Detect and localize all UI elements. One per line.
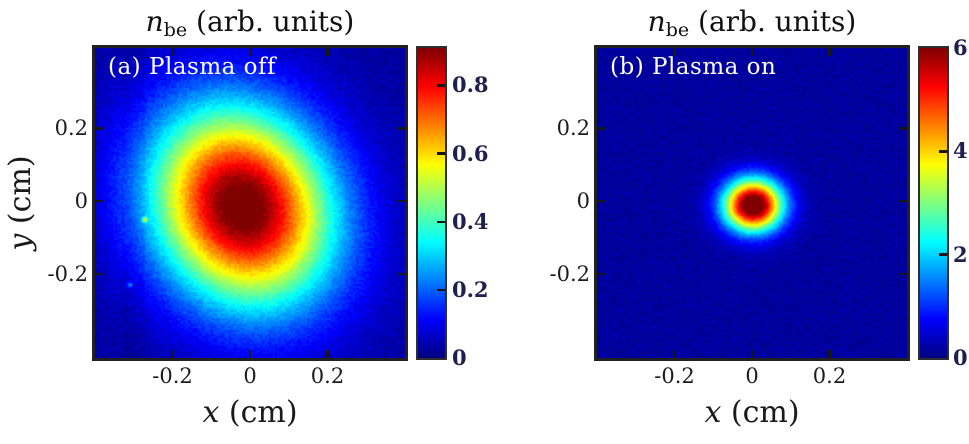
y-tick-mark [597,272,605,276]
panel-a-colorbar [416,46,447,360]
colorbar-tick-label: 0 [452,345,467,370]
colorbar-tick-mark [939,150,947,153]
x-tick-mark [248,350,252,358]
x-tick-mark [171,48,174,56]
panel-a-heatmap-canvas [95,48,405,358]
colorbar-tick-label: 0 [953,345,968,370]
colorbar-tick-label: 0.8 [452,72,489,98]
x-tick-mark [828,48,831,56]
y-tick-mark [899,127,907,130]
panel-a-title-subscript: be [163,19,188,41]
x-tick-label: 0 [745,364,759,388]
y-tick-mark [899,272,907,276]
y-tick-mark [397,127,405,130]
panel-a-colorbar-canvas [418,48,445,358]
x-tick-mark [828,350,831,358]
colorbar-tick-mark [437,288,445,292]
colorbar-tick-label: 4 [953,138,968,164]
panel-b-title-subscript: be [665,19,690,41]
colorbar-tick-label: 2 [953,241,968,267]
x-tick-mark [248,48,252,56]
panel-b-xlabel-units: (cm) [721,395,800,430]
y-tick-label: 0 [576,189,590,214]
x-tick-mark [750,48,754,56]
panel-b-plot: (b) Plasma on [594,45,910,361]
y-tick-label: 0 [74,189,88,214]
y-tick-mark [95,272,103,276]
panel-a-title-variable: n [145,5,164,38]
panel-a-xlabel-units: (cm) [219,395,298,430]
panel-a-ylabel-variable: y [3,233,38,251]
x-tick-mark [326,48,329,56]
x-tick-label: 0.2 [310,364,345,388]
panel-b-xlabel: x (cm) [597,390,907,436]
panel-a-label: (a) Plasma off [108,54,277,80]
colorbar-tick-mark [437,152,445,155]
panel-b-title-units: (arb. units) [689,5,857,38]
x-tick-mark [750,350,754,358]
x-tick-label: 0.2 [812,364,847,388]
x-tick-mark [326,350,329,358]
y-tick-mark [899,199,907,203]
panel-b-label: (b) Plasma on [610,54,777,80]
y-tick-label: -0.2 [47,262,89,287]
panel-b-xlabel-variable: x [704,395,722,430]
panel-a-xlabel-variable: x [202,395,220,430]
panel-a-plot: (a) Plasma off [92,45,408,361]
panel-a-title-units: (arb. units) [187,5,355,38]
y-tick-label: -0.2 [549,262,591,287]
x-tick-label: -0.2 [654,364,695,388]
y-tick-mark [597,127,605,130]
colorbar-tick-label: 0.2 [452,276,489,302]
y-tick-label: 0.2 [556,116,590,141]
panel-b-title: nbe (arb. units) [597,0,907,44]
panel-b-colorbar [918,46,949,360]
colorbar-tick-mark [437,220,445,223]
x-tick-mark [673,48,676,56]
colorbar-tick-label: 6 [953,35,968,60]
y-tick-mark [397,199,405,203]
colorbar-tick-label: 0.6 [452,140,489,166]
colorbar-tick-mark [939,253,947,256]
x-tick-mark [673,350,676,358]
colorbar-tick-label: 0.4 [452,208,489,234]
x-tick-mark [171,350,174,358]
y-tick-mark [397,272,405,276]
panel-a-xlabel: x (cm) [95,390,405,436]
y-tick-mark [95,127,103,130]
x-tick-label: 0 [243,364,257,388]
panel-b-heatmap-canvas [597,48,907,358]
y-tick-mark [597,199,605,203]
panel-b-colorbar-canvas [920,48,947,358]
y-tick-label: 0.2 [54,116,88,141]
panel-a-title: nbe (arb. units) [95,0,405,44]
x-tick-label: -0.2 [152,364,193,388]
y-tick-mark [95,199,103,203]
colorbar-tick-mark [437,84,445,87]
panel-b-title-variable: n [647,5,666,38]
